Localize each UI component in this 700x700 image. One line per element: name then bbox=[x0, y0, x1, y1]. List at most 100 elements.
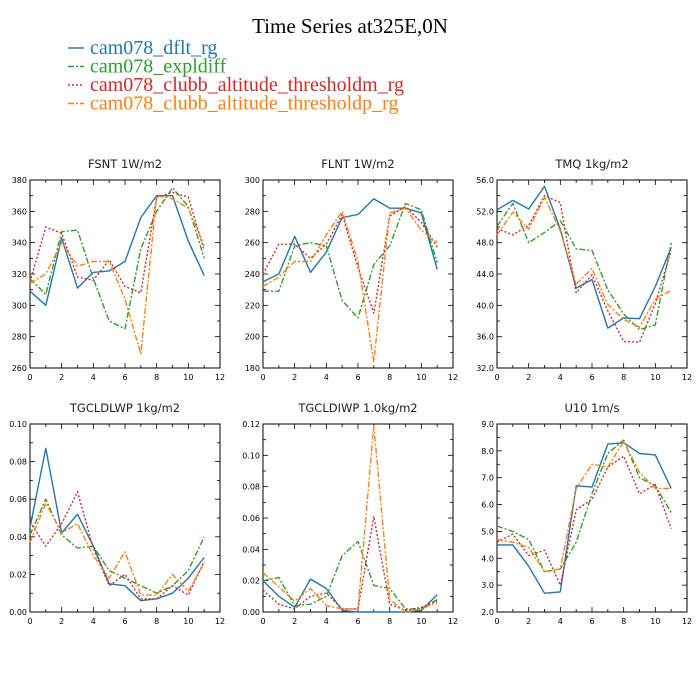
x-tick-label: 4 bbox=[324, 617, 329, 626]
y-tick-label: 40.0 bbox=[476, 301, 494, 310]
series-line-2 bbox=[262, 205, 438, 314]
panel-2: TMQ 1kg/m2 0 2 4 6 8 10 12 32.0 36.0 40.0 44.0 48.0 5… bbox=[476, 157, 692, 382]
x-tick-label: 12 bbox=[448, 373, 458, 382]
panel-3: TGCLDLWP 1kg/m2 0 2 4 6 8 10 12 0.00 0.02 0.04 0.06… bbox=[9, 401, 225, 626]
x-tick-label: 8 bbox=[387, 617, 392, 626]
y-tick-label: 32.0 bbox=[476, 364, 494, 373]
y-tick-label: 0.08 bbox=[9, 458, 27, 467]
y-tick-label: 36.0 bbox=[476, 333, 494, 342]
y-tick-label: 52.0 bbox=[476, 207, 494, 216]
series-line-0 bbox=[262, 578, 438, 613]
x-tick-label: 6 bbox=[122, 617, 127, 626]
y-tick-label: 0.06 bbox=[242, 514, 260, 523]
series-line-3 bbox=[262, 424, 438, 613]
x-tick-label: 2 bbox=[526, 617, 531, 626]
panels: FSNT 1W/m20 2 4 6 8 10 12260280300320340360380… bbox=[9, 157, 692, 626]
y-tick-label: 220 bbox=[245, 301, 260, 310]
series-line-2 bbox=[29, 191, 205, 294]
y-tick-label: 0.02 bbox=[242, 577, 260, 586]
series-line-1 bbox=[263, 202, 438, 319]
plot-frame bbox=[29, 179, 221, 369]
series-line-1 bbox=[29, 187, 205, 330]
x-tick-label: 4 bbox=[91, 373, 96, 382]
x-tick-label: 0 bbox=[260, 617, 265, 626]
series-line-2 bbox=[496, 194, 672, 343]
y-tick-label: 48.0 bbox=[476, 239, 494, 248]
y-tick-label: 280 bbox=[12, 333, 27, 342]
x-tick-label: 6 bbox=[355, 373, 360, 382]
panel-title: FSNT 1W/m2 bbox=[88, 157, 162, 171]
panel-title: TGCLDIWP 1.0kg/m2 bbox=[297, 401, 417, 415]
x-tick-label: 0 bbox=[27, 617, 32, 626]
x-tick-label: 2 bbox=[292, 617, 297, 626]
x-tick-label: 0 bbox=[494, 373, 499, 382]
x-tick-label: 6 bbox=[589, 617, 594, 626]
y-tick-label: 180 bbox=[245, 364, 260, 373]
legend-label-3: cam078_clubb_altitude_thresholdp_rg bbox=[90, 93, 398, 115]
x-tick-label: 8 bbox=[387, 373, 392, 382]
legend-label-1: cam078_expldiff bbox=[90, 56, 227, 78]
y-tick-label: 320 bbox=[12, 270, 27, 279]
x-tick-label: 8 bbox=[621, 373, 626, 382]
legend-label-2: cam078_clubb_altitude_thresholdm_rg bbox=[90, 74, 404, 96]
panel-4: TGCLDIWP 1.0kg/m2 0 2 4 6 8 10 12 0.00 0.02 0.04 0.… bbox=[242, 401, 458, 626]
y-tick-label: 340 bbox=[12, 239, 27, 248]
y-tick-label: 5.0 bbox=[481, 527, 494, 536]
y-tick-label: 300 bbox=[245, 176, 260, 185]
x-tick-label: 6 bbox=[355, 617, 360, 626]
panel-5: U10 1m/s 0 2 4 6 8 10 12 2.0 3.0 4.0 5.0 6.0 7.0 8.0 9.… bbox=[481, 401, 692, 626]
x-tick-label: 0 bbox=[494, 617, 499, 626]
x-tick-label: 10 bbox=[416, 617, 426, 626]
x-tick-label: 2 bbox=[292, 373, 297, 382]
y-tick-label: 0.04 bbox=[242, 545, 260, 554]
y-tick-label: 4.0 bbox=[481, 554, 494, 563]
series-line-3 bbox=[29, 502, 205, 596]
x-tick-label: 2 bbox=[526, 373, 531, 382]
plot-frame bbox=[262, 179, 454, 369]
panel-1: FLNT 1W/m2 0 2 4 6 8 10 12 180 200 220 240 260 280 300 bbox=[245, 157, 458, 382]
series-line-3 bbox=[496, 440, 672, 573]
y-tick-label: 9.0 bbox=[481, 420, 494, 429]
y-tick-label: 280 bbox=[245, 207, 260, 216]
plot-frame bbox=[496, 179, 688, 369]
plot-frame bbox=[496, 423, 688, 613]
x-tick-label: 12 bbox=[682, 373, 692, 382]
y-tick-label: 260 bbox=[245, 239, 260, 248]
x-tick-label: 6 bbox=[589, 373, 594, 382]
y-tick-label: 6.0 bbox=[481, 501, 494, 510]
series-line-2 bbox=[29, 491, 205, 600]
panel-title: TGCLDLWP 1kg/m2 bbox=[69, 401, 180, 415]
y-tick-label: 0.10 bbox=[242, 451, 260, 460]
x-tick-label: 10 bbox=[183, 617, 193, 626]
x-tick-label: 12 bbox=[682, 617, 692, 626]
series-line-0 bbox=[497, 442, 672, 594]
series-line-3 bbox=[262, 207, 438, 363]
series-line-1 bbox=[29, 498, 205, 594]
x-tick-label: 12 bbox=[215, 617, 225, 626]
x-tick-label: 8 bbox=[154, 617, 159, 626]
series-line-3 bbox=[29, 194, 205, 355]
y-tick-label: 0.02 bbox=[9, 570, 27, 579]
x-tick-label: 12 bbox=[448, 617, 458, 626]
y-tick-label: 56.0 bbox=[476, 176, 494, 185]
legend: cam078_dflt_rgcam078_expldiffcam078_club… bbox=[68, 37, 404, 115]
series-line-0 bbox=[29, 194, 205, 306]
x-tick-label: 2 bbox=[59, 373, 64, 382]
x-tick-label: 10 bbox=[183, 373, 193, 382]
series-line-1 bbox=[496, 202, 672, 331]
y-tick-label: 0.10 bbox=[9, 420, 27, 429]
y-tick-label: 260 bbox=[12, 364, 27, 373]
series-line-0 bbox=[496, 185, 672, 329]
series-line-1 bbox=[262, 540, 438, 610]
y-tick-label: 0.04 bbox=[9, 533, 27, 542]
y-tick-label: 0.06 bbox=[9, 495, 27, 504]
series-line-2 bbox=[496, 455, 672, 586]
plot-frame bbox=[262, 423, 454, 613]
y-tick-label: 2.0 bbox=[481, 608, 494, 617]
y-tick-label: 360 bbox=[12, 207, 27, 216]
y-tick-label: 3.0 bbox=[481, 581, 494, 590]
x-tick-label: 4 bbox=[324, 373, 329, 382]
x-tick-label: 4 bbox=[91, 617, 96, 626]
y-tick-label: 0.08 bbox=[242, 483, 260, 492]
